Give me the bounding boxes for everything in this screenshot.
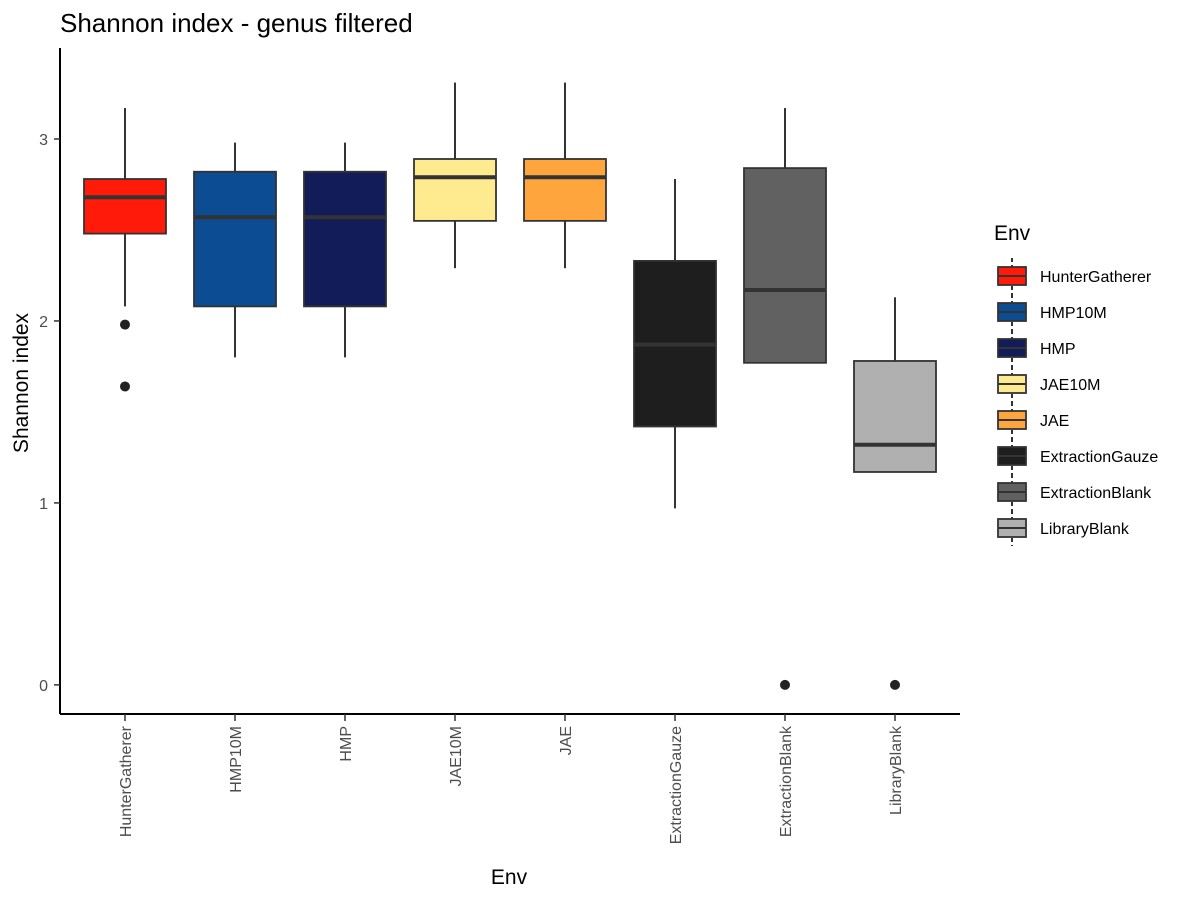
legend-item-HunterGatherer: HunterGatherer	[997, 258, 1152, 294]
y-tick-label: 1	[39, 496, 48, 513]
box-rect	[303, 170, 387, 308]
legend-label: JAE	[1040, 413, 1069, 430]
box-HMP	[303, 142, 387, 358]
y-tick-label: 3	[39, 132, 48, 149]
box-JAE	[523, 82, 607, 269]
box-rect	[413, 158, 497, 222]
legend-label: LibraryBlank	[1040, 521, 1130, 538]
legend-label: ExtractionBlank	[1040, 485, 1152, 502]
legend-label: HMP10M	[1040, 305, 1107, 322]
outlier-point	[890, 679, 900, 690]
x-tick-label: JAE10M	[448, 726, 465, 786]
legend-item-ExtractionBlank: ExtractionBlank	[997, 474, 1152, 510]
outlier-point	[120, 381, 130, 392]
legend-label: HunterGatherer	[1040, 269, 1152, 286]
outlier-point	[780, 679, 790, 690]
legend-title: Env	[994, 222, 1031, 245]
axes: 0 1 2 3 HunterGatherer HMP10M HMP JAE10M JAE Extr…	[39, 48, 960, 844]
x-tick-label: ExtractionGauze	[668, 726, 685, 844]
box-LibraryBlank	[853, 297, 937, 690]
y-tick-label: 0	[39, 678, 48, 695]
legend-label: ExtractionGauze	[1040, 449, 1158, 466]
box-rect	[853, 360, 937, 473]
x-tick-label: HMP	[338, 726, 355, 762]
legend: Env HunterGatherer HMP10M HMP JAE10M JAE Extr…	[994, 222, 1158, 546]
box-rect	[83, 178, 167, 235]
y-axis-title: Shannon index	[10, 312, 33, 453]
x-tick-label: HunterGatherer	[118, 725, 135, 837]
box-rect	[523, 158, 607, 222]
y-tick-label: 2	[39, 314, 48, 331]
box-rect	[743, 167, 827, 364]
legend-item-JAE: JAE	[997, 402, 1069, 438]
plot-area	[83, 82, 937, 690]
box-JAE10M	[413, 82, 497, 269]
legend-item-HMP: HMP	[997, 330, 1076, 366]
box-rect	[193, 170, 277, 308]
box-ExtractionBlank	[743, 108, 827, 690]
box-ExtractionGauze	[633, 179, 717, 509]
x-tick-label: LibraryBlank	[888, 725, 905, 815]
legend-item-ExtractionGauze: ExtractionGauze	[997, 438, 1158, 474]
legend-label: HMP	[1040, 341, 1076, 358]
x-axis-title: Env	[491, 866, 528, 889]
x-tick-label: ExtractionBlank	[778, 725, 795, 837]
chart-title: Shannon index - genus filtered	[60, 8, 413, 38]
x-tick-label: JAE	[558, 726, 575, 755]
legend-item-LibraryBlank: LibraryBlank	[997, 510, 1130, 546]
legend-item-HMP10M: HMP10M	[997, 294, 1107, 330]
legend-label: JAE10M	[1040, 377, 1100, 394]
outlier-point	[120, 319, 130, 330]
x-tick-label: HMP10M	[228, 726, 245, 793]
box-HMP10M	[193, 142, 277, 358]
legend-item-JAE10M: JAE10M	[997, 366, 1100, 402]
box-HunterGatherer	[83, 108, 167, 392]
